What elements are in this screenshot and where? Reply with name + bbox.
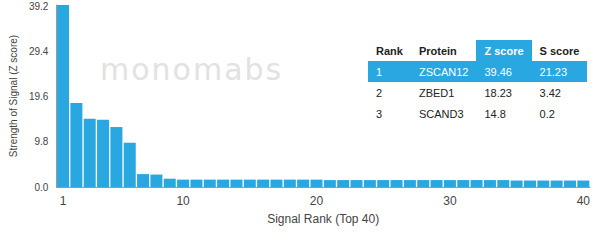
svg-text:Signal Rank (Top 40): Signal Rank (Top 40)	[267, 212, 379, 226]
html-text:Protein: Protein	[418, 44, 457, 57]
html-text:14.8: 14.8	[484, 107, 506, 120]
html-text:Rank: Rank	[376, 44, 403, 57]
html-text:0.2: 0.2	[539, 107, 555, 120]
html-text:3: 3	[376, 107, 383, 120]
html-text:ZSCAN12: ZSCAN12	[418, 65, 469, 78]
svg-text:29.4: 29.4	[29, 46, 49, 57]
html-text:39.46: 39.46	[484, 65, 512, 78]
svg-text:1: 1	[60, 194, 67, 208]
svg-text:0.0: 0.0	[34, 182, 48, 193]
html-text:18.23: 18.23	[484, 86, 512, 99]
html-text:SCAND3: SCAND3	[418, 107, 464, 120]
html-text:ZBED1: ZBED1	[418, 86, 455, 99]
html-text:21.23: 21.23	[539, 65, 568, 78]
svg-text:9.8: 9.8	[34, 136, 48, 147]
html-text:monomabs: monomabs	[100, 52, 284, 87]
html-text:3.42: 3.42	[539, 86, 561, 99]
svg-text:Strength of Signal (Z score): Strength of Signal (Z score)	[8, 35, 19, 157]
html-text:2: 2	[376, 86, 383, 99]
html-text:Z score: Z score	[484, 44, 524, 57]
svg-text:39.2: 39.2	[29, 1, 49, 12]
svg-text:30: 30	[443, 194, 457, 208]
svg-text:19.6: 19.6	[29, 91, 49, 102]
html-text:1: 1	[376, 65, 383, 78]
html-text:S score: S score	[539, 44, 580, 57]
svg-text:40: 40	[577, 194, 591, 208]
svg-text:10: 10	[176, 194, 190, 208]
svg-text:20: 20	[310, 194, 324, 208]
